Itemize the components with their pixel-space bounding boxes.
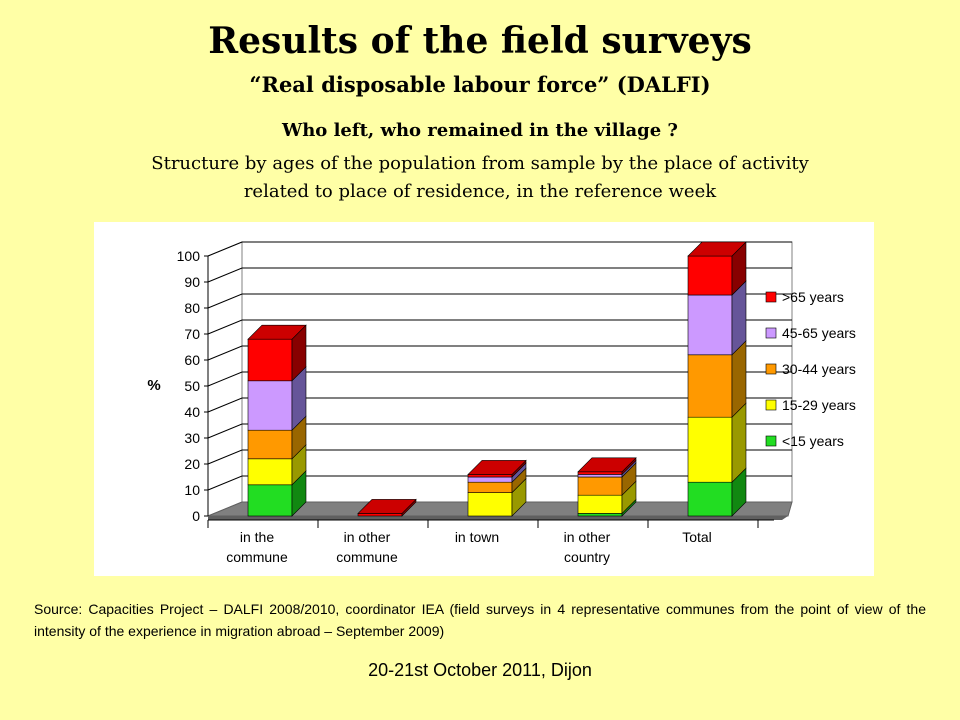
y-tick-label: 80	[184, 300, 200, 316]
bar-segment	[247, 429, 293, 460]
y-tick-label: 10	[184, 482, 200, 498]
gridline	[207, 423, 792, 439]
bar-segment	[577, 471, 623, 475]
chart-description: Structure by ages of the population from…	[0, 150, 960, 206]
bar-segment	[687, 481, 733, 517]
bar-segment	[467, 474, 513, 478]
legend-swatch	[765, 363, 777, 375]
gridline	[207, 319, 792, 335]
bar-segment	[247, 484, 293, 517]
bar-segment	[247, 458, 293, 486]
bar-segment	[357, 513, 403, 517]
y-tick-label: 0	[192, 508, 200, 524]
y-tick-label: 40	[184, 404, 200, 420]
gridline	[207, 293, 792, 309]
bar-top	[247, 324, 307, 340]
x-tick-label: in town	[455, 529, 499, 545]
x-tick-label: country	[564, 549, 610, 565]
y-tick-label: 60	[184, 352, 200, 368]
bar-segment	[577, 476, 623, 496]
y-tick-label: 90	[184, 274, 200, 290]
legend-swatch	[765, 327, 777, 339]
bar-segment	[467, 481, 513, 493]
bar-top	[467, 460, 527, 475]
y-axis-label: %	[147, 377, 160, 394]
slide-subtitle: “Real disposable labour force” (DALFI)	[249, 72, 711, 97]
bar-segment	[577, 513, 623, 517]
x-tick-label: commune	[336, 549, 398, 565]
gridline	[207, 449, 792, 465]
chart-question: Who left, who remained in the village ?	[282, 120, 678, 141]
stacked-bar-chart: 0 10 20 30 40 50 60 70 80 90 100% in the commune in o…	[147, 241, 856, 565]
x-tick-label: Total	[682, 529, 712, 545]
legend-label: <15 years	[782, 433, 844, 449]
gridline	[207, 241, 792, 257]
bar-segment	[687, 294, 733, 356]
y-tick-label: 100	[177, 248, 201, 264]
slide-title: Results of the field surveys	[208, 20, 752, 62]
legend-swatch	[765, 291, 777, 303]
legend-swatch	[765, 435, 777, 447]
bar-segment	[687, 416, 733, 483]
x-tick-label: in other	[564, 529, 611, 545]
y-tick-label: 30	[184, 430, 200, 446]
source-note: Source: Capacities Project – DALFI 2008/…	[34, 601, 926, 639]
bar-segment	[247, 380, 293, 431]
legend-label: 15-29 years	[782, 397, 856, 413]
legend-label: 30-44 years	[782, 361, 856, 377]
x-tick-label: in other	[344, 529, 391, 545]
x-tick-label: in the	[240, 529, 274, 545]
chart-floor-edge	[208, 516, 788, 520]
bar-top	[577, 457, 637, 473]
bar-top	[687, 241, 747, 257]
bar-top	[357, 499, 417, 514]
gridline	[207, 371, 792, 387]
x-tick-label: commune	[226, 549, 288, 565]
gridline	[207, 345, 792, 361]
footer-date: 20-21st October 2011, Dijon	[368, 660, 592, 680]
description-line-2: related to place of residence, in the re…	[243, 181, 717, 202]
bar-segment	[247, 338, 293, 382]
gridline	[207, 397, 792, 413]
bar-segment	[467, 492, 513, 517]
bar-segment	[577, 474, 623, 478]
legend-swatch	[765, 399, 777, 411]
chart-area: 0 10 20 30 40 50 60 70 80 90 100% in the commune in o…	[94, 222, 874, 576]
description-line-1: Structure by ages of the population from…	[151, 153, 809, 174]
y-tick-label: 20	[184, 456, 200, 472]
legend-label: 45-65 years	[782, 325, 856, 341]
y-tick-label: 50	[184, 378, 200, 394]
bar-segment	[577, 494, 623, 514]
gridline	[207, 267, 792, 283]
bar-segment	[687, 255, 733, 296]
bar-segment	[687, 354, 733, 418]
y-tick-label: 70	[184, 326, 200, 342]
legend-label: >65 years	[782, 289, 844, 305]
bar-segment	[467, 476, 513, 483]
